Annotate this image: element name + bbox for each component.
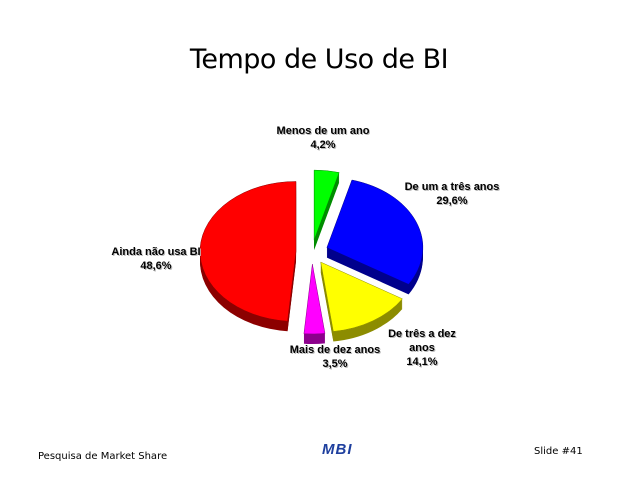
slice bbox=[313, 169, 340, 241]
slice-label: De um a três anos 29,6% bbox=[404, 180, 500, 208]
category-label: Menos de um ano bbox=[276, 125, 370, 137]
slice-label: Mais de dez anos 3,5% bbox=[287, 343, 383, 371]
logo: MBI bbox=[322, 441, 353, 458]
slice-label: De três a dez anos 14,1% bbox=[374, 327, 470, 369]
value-label: 29,6% bbox=[436, 195, 468, 207]
category-label: De três a dez anos bbox=[388, 328, 456, 354]
value-label: 3,5% bbox=[322, 358, 348, 370]
value-label: 4,2% bbox=[310, 139, 336, 151]
slice-label: Menos de um ano 4,2% bbox=[275, 124, 371, 152]
chart-title: Tempo de Uso de BI bbox=[189, 44, 449, 75]
category-label: De um a três anos bbox=[404, 181, 500, 193]
slide-number: Slide #41 bbox=[534, 446, 583, 457]
value-label: 48,6% bbox=[140, 260, 172, 272]
category-label: Mais de dez anos bbox=[289, 344, 381, 356]
slice bbox=[199, 181, 297, 322]
slice bbox=[326, 179, 424, 285]
footer-left: Pesquisa de Market Share bbox=[38, 451, 168, 462]
category-label: Ainda não usa BI bbox=[111, 246, 201, 258]
slice-label: Ainda não usa BI 48,6% bbox=[108, 245, 204, 273]
slice bbox=[303, 263, 326, 335]
value-label: 14,1% bbox=[406, 356, 438, 368]
slice bbox=[320, 261, 403, 332]
